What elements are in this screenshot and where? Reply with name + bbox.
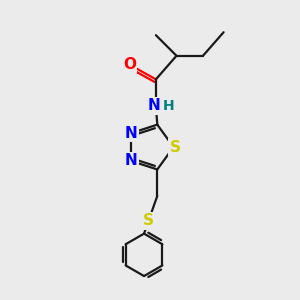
Text: N: N (124, 126, 137, 141)
Text: S: S (143, 214, 154, 229)
Text: O: O (123, 57, 136, 72)
Text: N: N (147, 98, 160, 113)
Text: N: N (124, 153, 137, 168)
Text: H: H (162, 99, 174, 113)
Text: S: S (169, 140, 181, 154)
